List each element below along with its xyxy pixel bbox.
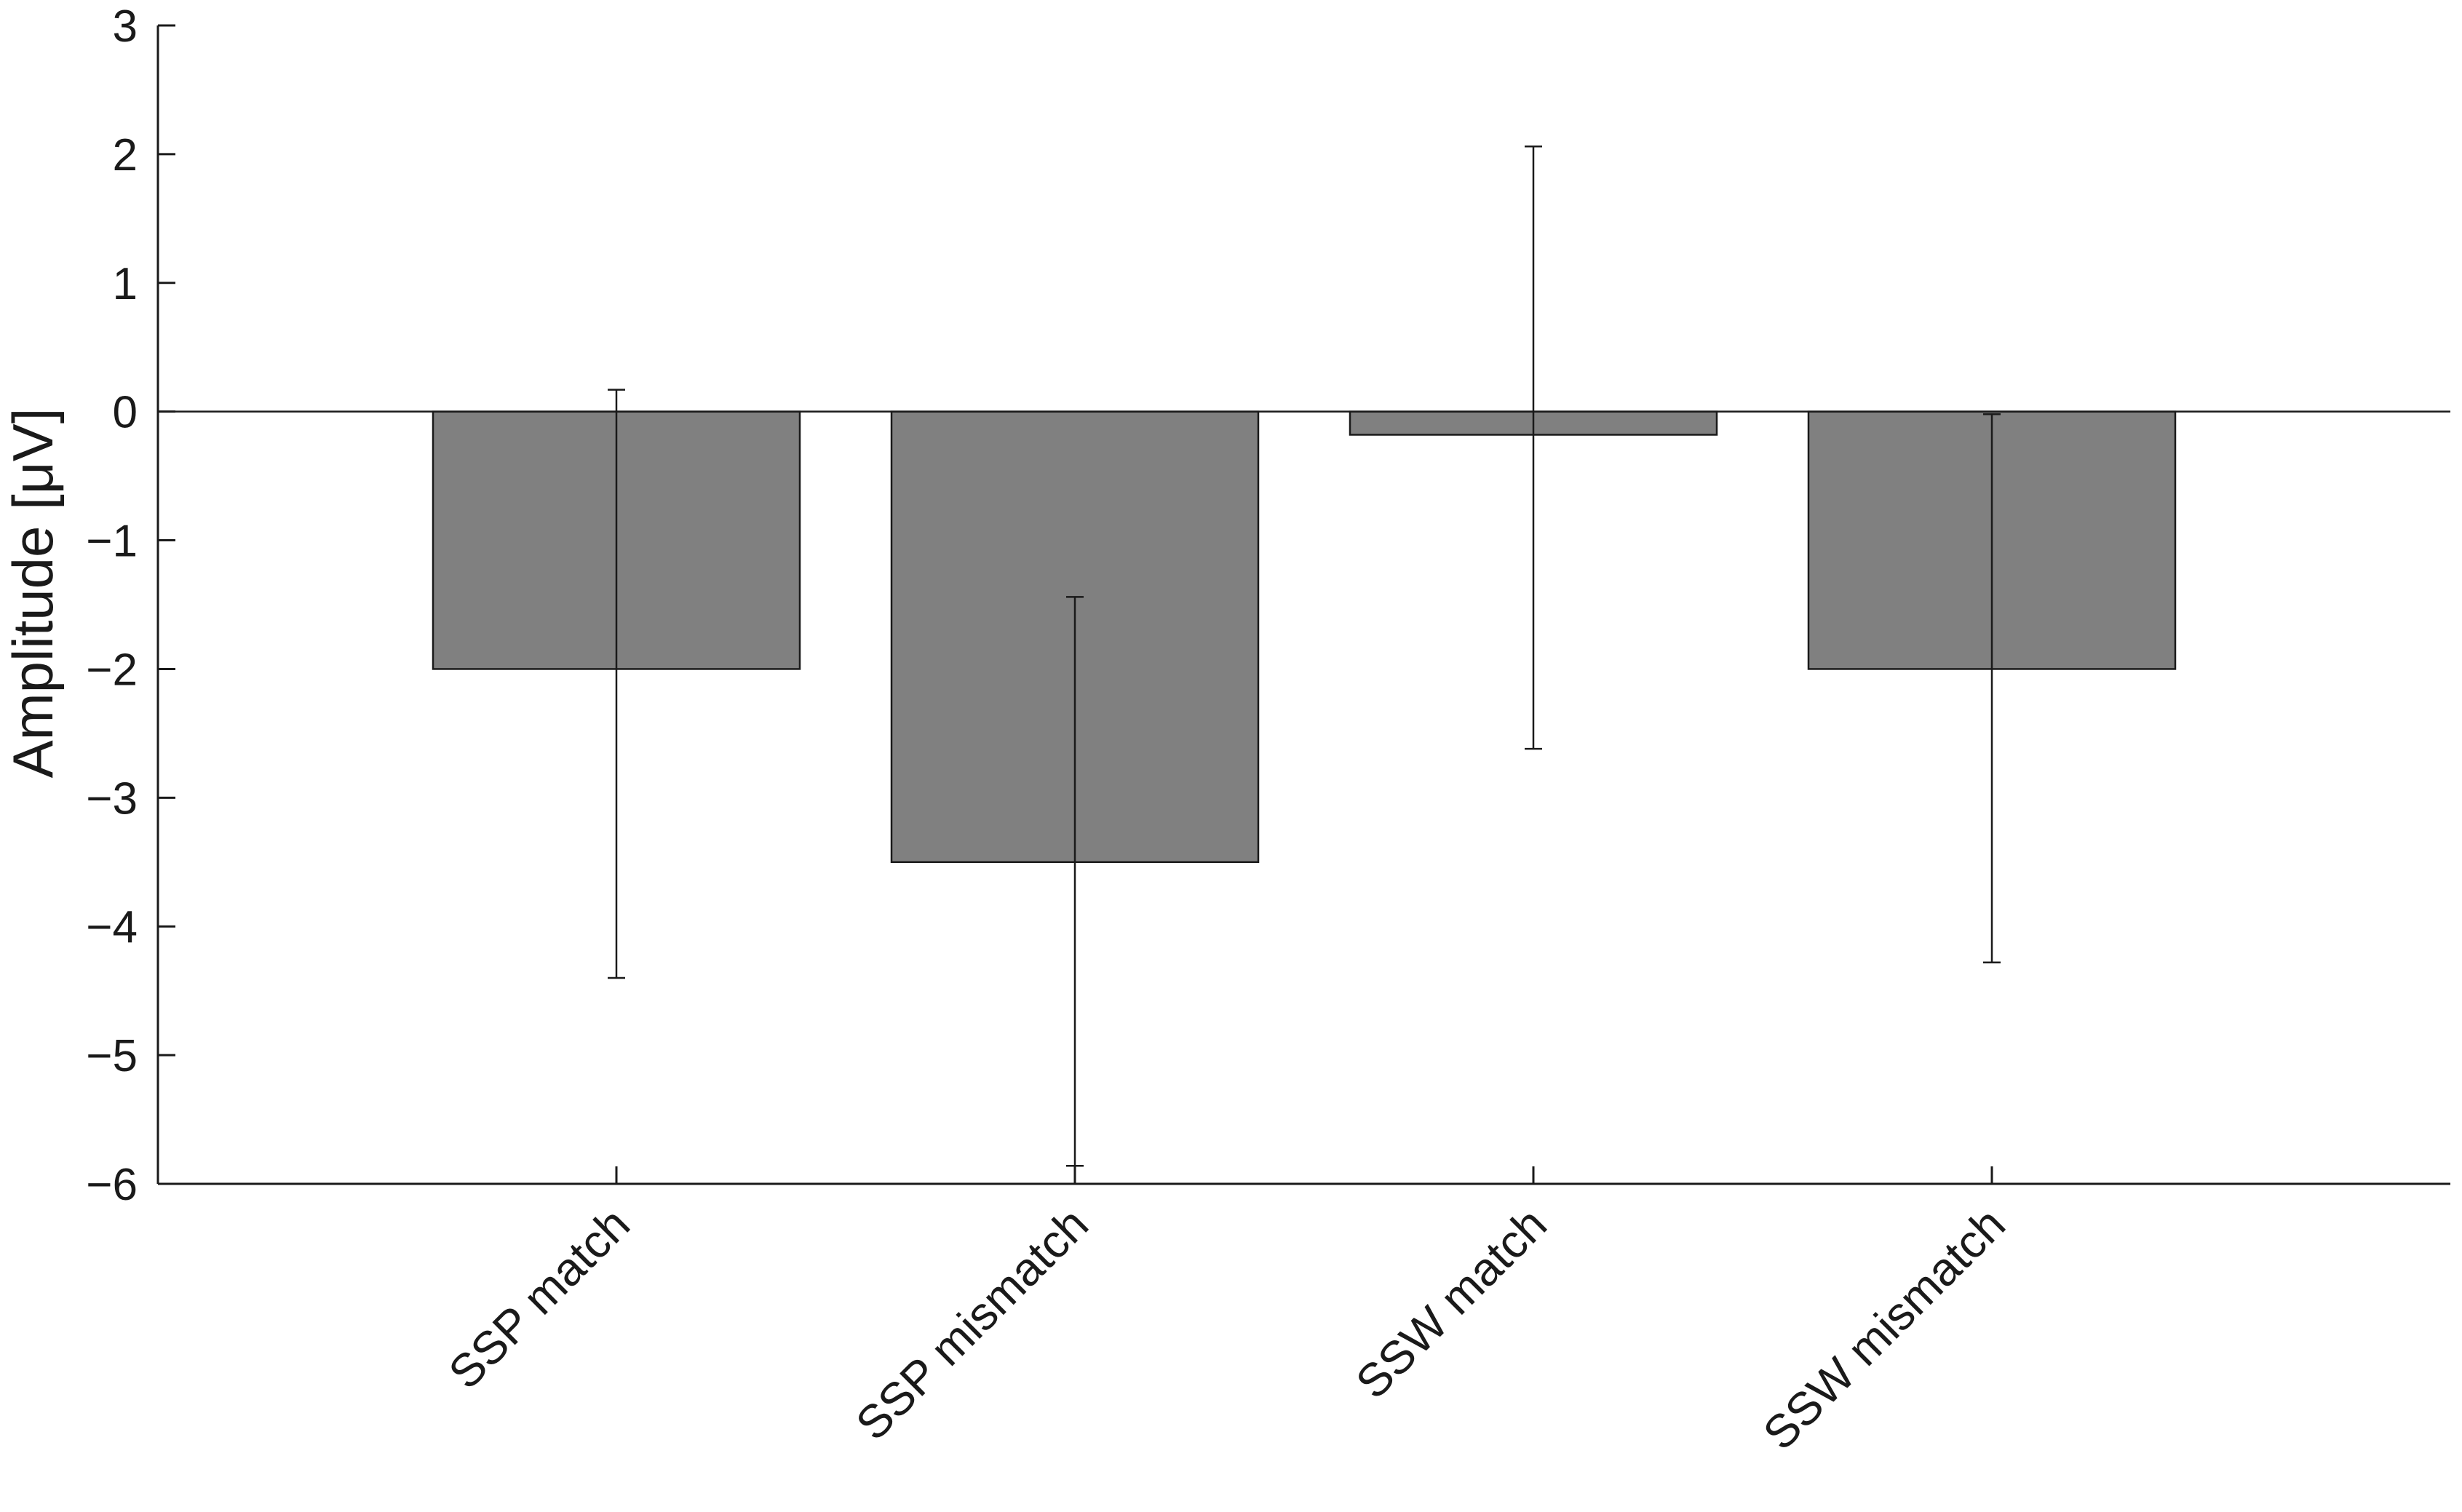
- error-bar: [1066, 596, 1084, 1167]
- y-tick-label: 2: [113, 130, 138, 180]
- y-tick-label: −2: [86, 645, 138, 695]
- y-tick-label: 1: [113, 259, 138, 309]
- y-axis-title: Amplitude [μV]: [1, 408, 65, 779]
- y-tick-label: −6: [86, 1160, 138, 1210]
- error-bar: [1983, 413, 2001, 964]
- y-tick-label: −4: [86, 902, 138, 952]
- x-tick-label: SSP mismatch: [846, 1198, 1098, 1450]
- y-tick-label: 3: [113, 1, 138, 52]
- bars: [432, 410, 2177, 864]
- y-tick-label: 0: [113, 388, 138, 438]
- x-tick-label: SSW mismatch: [1753, 1198, 2015, 1460]
- error-bars: [608, 146, 2001, 1167]
- y-tick-label: −5: [86, 1031, 138, 1081]
- axes: [156, 25, 2450, 1185]
- x-ticks: SSP match SSP mismatch SSW match SSW mismat…: [438, 1166, 2015, 1460]
- error-bar: [1525, 146, 1542, 750]
- error-bar: [608, 389, 625, 979]
- y-tick-label: −1: [86, 517, 138, 567]
- y-tick-label: −3: [86, 773, 138, 824]
- y-ticks: 3 2 1 0 −1 −2 −3 −4 −5 −6: [86, 1, 175, 1210]
- x-tick-label: SSW match: [1346, 1198, 1557, 1409]
- x-tick-label: SSP match: [438, 1198, 639, 1398]
